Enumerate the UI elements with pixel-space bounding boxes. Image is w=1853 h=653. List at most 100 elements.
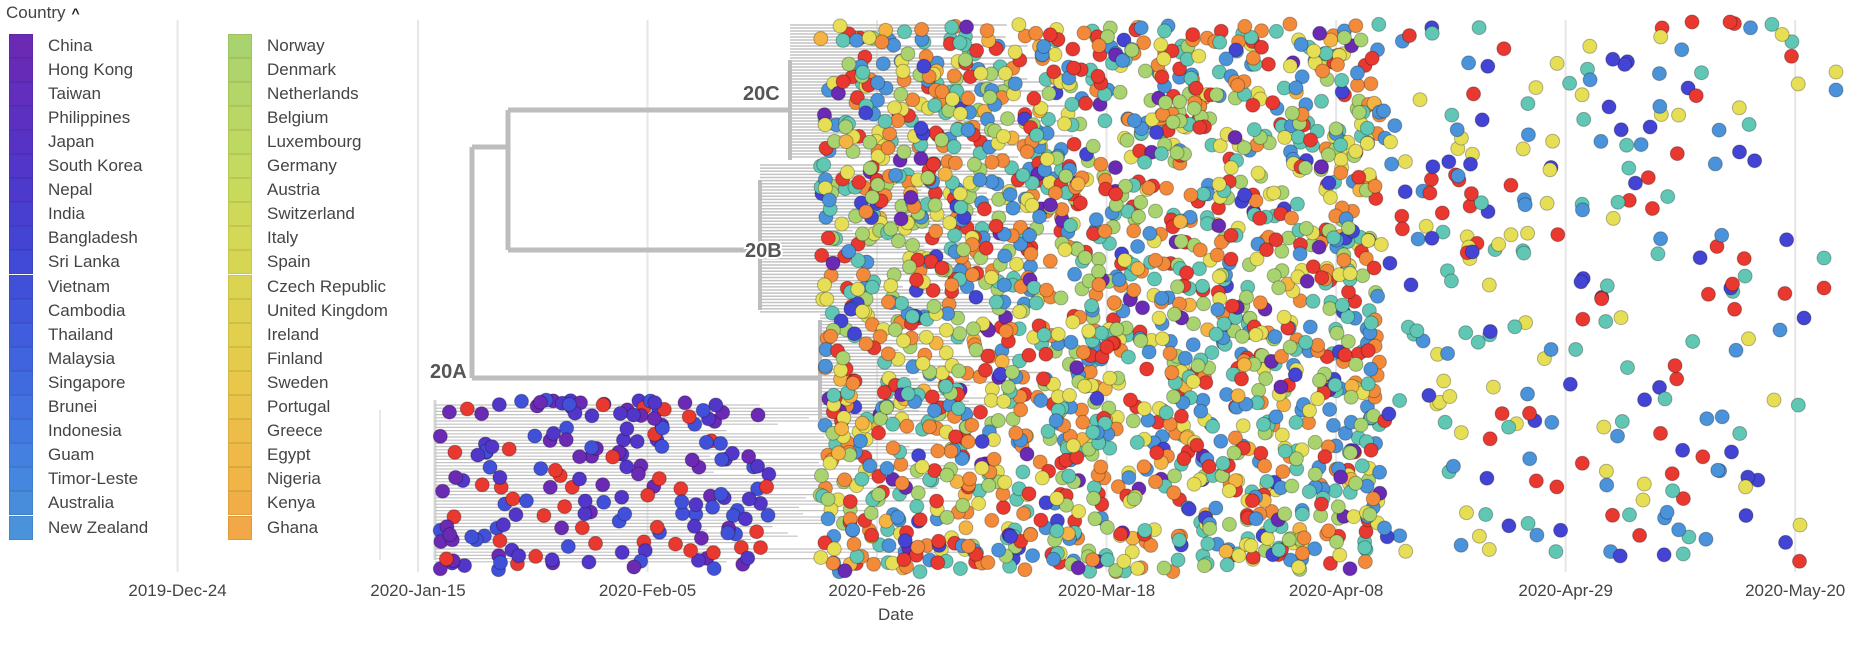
tip-marker[interactable] bbox=[1337, 425, 1353, 441]
tip-marker[interactable] bbox=[626, 407, 641, 423]
tip-marker[interactable] bbox=[841, 243, 857, 259]
tip-marker[interactable] bbox=[1445, 458, 1461, 474]
tip-marker[interactable] bbox=[1029, 127, 1045, 143]
tip-marker[interactable] bbox=[1049, 491, 1065, 506]
tip-marker[interactable] bbox=[890, 233, 906, 249]
tip-marker[interactable] bbox=[1714, 227, 1730, 243]
tip-marker[interactable] bbox=[1026, 90, 1042, 106]
tip-marker[interactable] bbox=[1007, 44, 1023, 60]
tip-marker[interactable] bbox=[1065, 314, 1081, 330]
tip-marker[interactable] bbox=[820, 491, 836, 507]
tip-marker[interactable] bbox=[1482, 431, 1498, 447]
tip-marker[interactable] bbox=[688, 497, 704, 513]
tip-marker[interactable] bbox=[1296, 530, 1312, 546]
tip-marker[interactable] bbox=[1248, 511, 1264, 527]
legend-item[interactable]: Japan bbox=[9, 128, 97, 155]
tip-marker[interactable] bbox=[759, 479, 775, 495]
tip-marker[interactable] bbox=[965, 321, 981, 337]
tip-marker[interactable] bbox=[1124, 42, 1140, 58]
tip-marker[interactable] bbox=[863, 505, 879, 521]
tip-marker[interactable] bbox=[438, 551, 454, 567]
tip-marker[interactable] bbox=[1516, 245, 1532, 261]
tip-marker[interactable] bbox=[705, 499, 721, 515]
tip-marker[interactable] bbox=[1137, 63, 1153, 79]
tip-marker[interactable] bbox=[630, 466, 646, 482]
tip-marker[interactable] bbox=[1322, 301, 1338, 317]
tip-marker[interactable] bbox=[1594, 291, 1610, 307]
tip-marker[interactable] bbox=[1063, 334, 1079, 350]
tip-marker[interactable] bbox=[1596, 419, 1612, 435]
tip-marker[interactable] bbox=[1077, 378, 1093, 394]
tip-marker[interactable] bbox=[546, 425, 561, 441]
tip-marker[interactable] bbox=[861, 30, 877, 46]
tip-marker[interactable] bbox=[619, 459, 635, 475]
tip-marker[interactable] bbox=[1234, 328, 1250, 344]
tip-marker[interactable] bbox=[1129, 435, 1145, 450]
tip-marker[interactable] bbox=[958, 520, 974, 536]
tip-marker[interactable] bbox=[1062, 217, 1078, 233]
tip-marker[interactable] bbox=[1353, 32, 1369, 48]
tip-marker[interactable] bbox=[1227, 430, 1243, 446]
tip-marker[interactable] bbox=[1522, 451, 1538, 467]
tip-marker[interactable] bbox=[981, 477, 997, 493]
tip-marker[interactable] bbox=[846, 536, 862, 552]
tip-marker[interactable] bbox=[1149, 445, 1165, 461]
tip-marker[interactable] bbox=[584, 440, 600, 456]
tip-marker[interactable] bbox=[1322, 402, 1338, 417]
tip-marker[interactable] bbox=[1442, 389, 1458, 404]
tip-marker[interactable] bbox=[833, 313, 849, 329]
tip-marker[interactable] bbox=[1282, 339, 1298, 355]
tip-marker[interactable] bbox=[1142, 225, 1158, 241]
tip-marker[interactable] bbox=[1108, 186, 1124, 202]
tip-marker[interactable] bbox=[1642, 119, 1658, 135]
tip-marker[interactable] bbox=[1041, 86, 1057, 101]
tip-marker[interactable] bbox=[817, 117, 833, 133]
tip-marker[interactable] bbox=[1305, 293, 1321, 309]
tip-marker[interactable] bbox=[1772, 322, 1788, 338]
tip-marker[interactable] bbox=[1230, 77, 1246, 93]
tip-marker[interactable] bbox=[1699, 411, 1715, 427]
tip-marker[interactable] bbox=[855, 64, 871, 80]
tip-marker[interactable] bbox=[1741, 331, 1756, 347]
tip-marker[interactable] bbox=[1257, 458, 1273, 474]
tip-marker[interactable] bbox=[1100, 29, 1115, 45]
tip-marker[interactable] bbox=[1116, 553, 1132, 569]
tip-marker[interactable] bbox=[1479, 470, 1495, 486]
tip-marker[interactable] bbox=[1336, 252, 1352, 268]
tip-marker[interactable] bbox=[1330, 499, 1346, 515]
tip-marker[interactable] bbox=[1295, 545, 1310, 561]
tip-marker[interactable] bbox=[883, 278, 899, 294]
tip-marker[interactable] bbox=[900, 386, 916, 402]
tip-marker[interactable] bbox=[1288, 451, 1304, 467]
tip-marker[interactable] bbox=[1636, 476, 1652, 492]
tip-marker[interactable] bbox=[1236, 140, 1252, 156]
tip-marker[interactable] bbox=[1548, 544, 1564, 560]
tip-marker[interactable] bbox=[1326, 230, 1342, 246]
tip-marker[interactable] bbox=[832, 18, 848, 34]
tip-marker[interactable] bbox=[619, 421, 635, 437]
chevron-up-icon[interactable]: ^ bbox=[71, 5, 80, 21]
tip-marker[interactable] bbox=[1322, 190, 1338, 205]
tip-marker[interactable] bbox=[1106, 295, 1122, 311]
tip-marker[interactable] bbox=[866, 556, 882, 572]
tip-marker[interactable] bbox=[1644, 201, 1660, 216]
tip-marker[interactable] bbox=[880, 346, 896, 362]
legend-item[interactable]: Finland bbox=[228, 345, 325, 372]
tip-marker[interactable] bbox=[1162, 345, 1178, 361]
tip-marker[interactable] bbox=[858, 204, 874, 220]
tip-marker[interactable] bbox=[1183, 187, 1199, 203]
tip-marker[interactable] bbox=[881, 294, 896, 310]
tip-marker[interactable] bbox=[1358, 251, 1374, 267]
tip-marker[interactable] bbox=[655, 420, 670, 436]
tip-marker[interactable] bbox=[1070, 560, 1086, 576]
tip-marker[interactable] bbox=[1281, 532, 1297, 548]
tip-marker[interactable] bbox=[1195, 186, 1211, 202]
tip-marker[interactable] bbox=[1311, 239, 1327, 255]
tip-marker[interactable] bbox=[1196, 558, 1212, 574]
tip-marker[interactable] bbox=[1266, 185, 1282, 201]
tip-marker[interactable] bbox=[973, 65, 989, 81]
tip-marker[interactable] bbox=[684, 452, 700, 468]
tip-marker[interactable] bbox=[879, 460, 895, 476]
tip-marker[interactable] bbox=[1342, 561, 1358, 577]
tip-marker[interactable] bbox=[1117, 178, 1133, 194]
